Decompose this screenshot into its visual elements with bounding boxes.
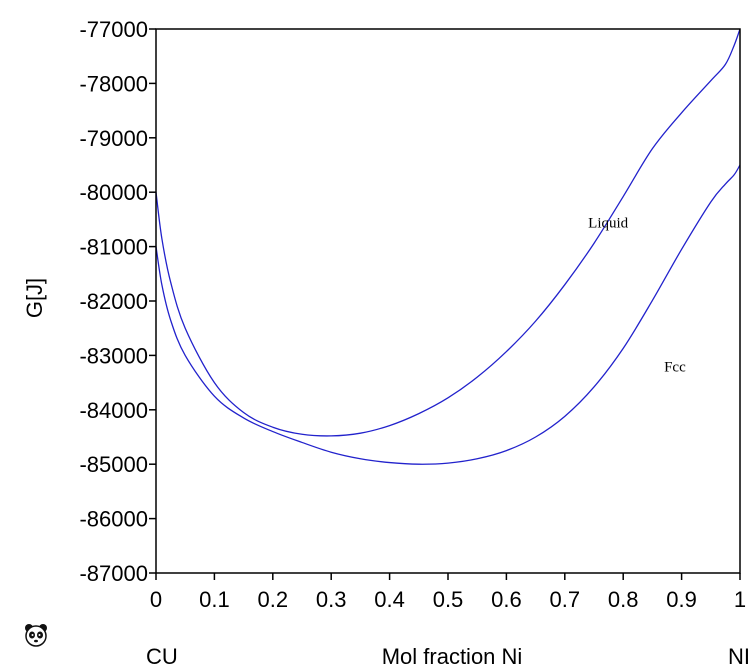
x-endpoint-label-left: CU: [146, 644, 178, 668]
x-axis-ticks: 0 0.1 0.2 0.3 0.4 0.5 0.6 0.7 0.8 0.9 1: [150, 573, 746, 612]
y-tick-label: -87000: [79, 561, 148, 586]
y-tick-label: -86000: [79, 507, 148, 532]
x-tick-label: 0.5: [433, 587, 464, 612]
plot-frame: [155, 28, 741, 574]
x-tick-label: 0.7: [550, 587, 581, 612]
y-tick-label: -80000: [79, 180, 148, 205]
x-tick-label: 0.8: [608, 587, 639, 612]
y-tick-label: -77000: [79, 17, 148, 42]
x-tick-label: 0: [150, 587, 162, 612]
y-tick-label: -83000: [79, 343, 148, 368]
y-axis-title: G[J]: [22, 278, 47, 318]
curve-liquid: [155, 28, 741, 437]
x-tick-label: 0.1: [199, 587, 230, 612]
y-tick-label: -81000: [79, 235, 148, 260]
curve-label-liquid: Liquid: [588, 216, 628, 232]
x-tick-label: 0.6: [491, 587, 522, 612]
y-tick-label: -84000: [79, 398, 148, 423]
x-tick-label: 0.4: [374, 587, 405, 612]
curve-fcc: [155, 164, 741, 465]
x-tick-label: 0.3: [316, 587, 347, 612]
y-tick-label: -78000: [79, 71, 148, 96]
x-axis-title: Mol fraction Ni: [382, 644, 523, 668]
curve-label-fcc: Fcc: [664, 360, 686, 376]
x-tick-label: 1: [734, 587, 746, 612]
x-endpoint-label-right: NI: [728, 644, 750, 668]
curves: Liquid Fcc: [155, 28, 741, 465]
x-tick-label: 0.2: [258, 587, 289, 612]
y-tick-label: -79000: [79, 126, 148, 151]
panda-logo-icon: [25, 624, 47, 647]
x-tick-label: 0.9: [666, 587, 697, 612]
y-tick-label: -85000: [79, 452, 148, 477]
y-tick-label: -82000: [79, 289, 148, 314]
y-axis-ticks: -77000 -78000 -79000 -80000 -81000 -82000 -830…: [79, 17, 156, 586]
